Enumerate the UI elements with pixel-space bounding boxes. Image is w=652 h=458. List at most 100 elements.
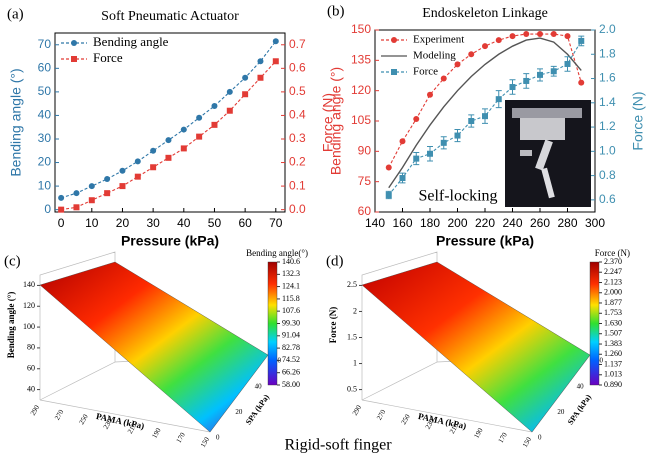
point xyxy=(150,164,157,171)
y-tick-label: 135 xyxy=(351,53,371,67)
point xyxy=(165,137,172,144)
point xyxy=(440,139,447,146)
colorbar-tick-label: 1.753 xyxy=(604,308,622,317)
chart-title: Endoskeleton Linkage xyxy=(422,6,548,21)
y-axis-label: Bending angle (°) xyxy=(328,67,344,175)
x-tick-label: 140 xyxy=(365,216,385,230)
colorbar xyxy=(267,261,278,386)
colorbar-title: Force (N) xyxy=(595,248,630,258)
colorbar-tick-label: 132.3 xyxy=(282,269,300,278)
x-axis-label: Pressure (kPa) xyxy=(121,233,219,249)
z-tick-label: 0.5 xyxy=(347,384,357,393)
point xyxy=(440,75,447,82)
panel-label: (d) xyxy=(326,253,344,269)
point xyxy=(226,107,233,114)
point xyxy=(537,71,543,78)
y2-tick-label: 0.5 xyxy=(289,84,306,98)
point xyxy=(454,61,461,68)
x-tick-label: 20 xyxy=(116,216,130,230)
x-tick-label: 170 xyxy=(497,431,509,445)
colorbar-tick-label: 1.507 xyxy=(604,329,622,338)
point xyxy=(180,145,187,152)
colorbar-tick-label: 115.8 xyxy=(282,294,300,303)
x-tick-label: 30 xyxy=(146,216,160,230)
z-tick-label: 1 xyxy=(353,358,357,367)
point xyxy=(385,164,392,171)
point xyxy=(413,115,420,122)
point xyxy=(88,183,95,190)
point xyxy=(242,91,249,98)
point xyxy=(165,154,172,161)
y2-axis-label: Force (N) xyxy=(630,91,646,150)
z-tick-label: 2 xyxy=(353,306,357,315)
annotation: Self-locking xyxy=(418,188,497,205)
z-tick-label: 2.5 xyxy=(347,280,357,289)
colorbar-tick-label: 0.890 xyxy=(604,380,622,389)
point xyxy=(427,91,433,98)
y-tick-label: 40 xyxy=(577,382,585,390)
y-tick-label: 120 xyxy=(351,83,371,97)
x-tick-label: 10 xyxy=(85,216,99,230)
point xyxy=(495,96,502,103)
y2-tick-label: 0.4 xyxy=(289,108,306,122)
point xyxy=(509,84,516,91)
colorbar-tick-label: 2.000 xyxy=(604,288,622,297)
colorbar-tick-label: 2.123 xyxy=(604,277,622,286)
panel-label: (b) xyxy=(327,3,345,19)
colorbar-tick-label: 1.877 xyxy=(604,298,622,307)
point xyxy=(119,183,126,190)
z-tick-label: 100 xyxy=(23,322,35,331)
x-tick-label: 170 xyxy=(175,431,187,445)
chart-title: Soft Pneumatic Actuator xyxy=(101,9,239,24)
caption: Rigid-soft finger xyxy=(284,437,392,454)
x-tick-label: 50 xyxy=(208,216,222,230)
colorbar-title: Bending angle(°) xyxy=(246,248,308,258)
point xyxy=(257,74,264,81)
y-tick-label: 40 xyxy=(38,108,52,122)
x-tick-label: 220 xyxy=(475,216,495,230)
point xyxy=(578,37,585,44)
colorbar-tick-label: 99.30 xyxy=(282,318,300,327)
point xyxy=(454,132,461,139)
y2-tick-label: 0.7 xyxy=(289,37,306,51)
z-tick-label: 60 xyxy=(27,364,35,373)
point xyxy=(537,31,543,38)
colorbar-tick-label: 1.630 xyxy=(604,318,622,327)
point xyxy=(272,38,279,45)
point xyxy=(73,190,80,197)
y2-tick-label: 1.4 xyxy=(599,95,616,109)
point xyxy=(211,121,218,128)
x-tick-label: 200 xyxy=(447,216,467,230)
y-tick-label: 60 xyxy=(38,61,52,75)
legend-label: Experiment xyxy=(413,34,464,46)
x-tick-label: 150 xyxy=(199,435,211,449)
z-tick-label: 140 xyxy=(23,280,35,289)
y-axis-label: SPA (kPa) xyxy=(244,393,272,427)
x-tick-label: 270 xyxy=(53,408,65,422)
colorbar-tick-label: 58.00 xyxy=(282,380,300,389)
point xyxy=(58,206,65,213)
point xyxy=(385,192,392,199)
legend-marker xyxy=(71,56,77,62)
point xyxy=(196,133,203,140)
z-axis-label: Bending angle (°) xyxy=(6,292,16,359)
colorbar-tick-label: 140.6 xyxy=(282,257,300,266)
y-tick-label: 60 xyxy=(358,204,372,218)
y-tick-label: 75 xyxy=(358,174,372,188)
y2-tick-label: 1.2 xyxy=(599,119,616,133)
point xyxy=(180,126,187,133)
y-tick-label: 0 xyxy=(216,434,220,442)
x-tick-label: 0 xyxy=(58,216,65,230)
y-tick-label: 20 xyxy=(557,408,565,416)
colorbar-tick-label: 2.370 xyxy=(604,257,622,266)
x-tick-label: 70 xyxy=(269,216,283,230)
colorbar xyxy=(589,261,600,386)
point xyxy=(104,190,111,197)
y-tick-label: 70 xyxy=(38,37,52,51)
point xyxy=(104,176,111,183)
y2-tick-label: 0.3 xyxy=(289,131,306,145)
point xyxy=(578,79,585,86)
x-tick-label: 190 xyxy=(472,426,484,440)
point xyxy=(257,58,264,65)
x-tick-label: 160 xyxy=(392,216,412,230)
